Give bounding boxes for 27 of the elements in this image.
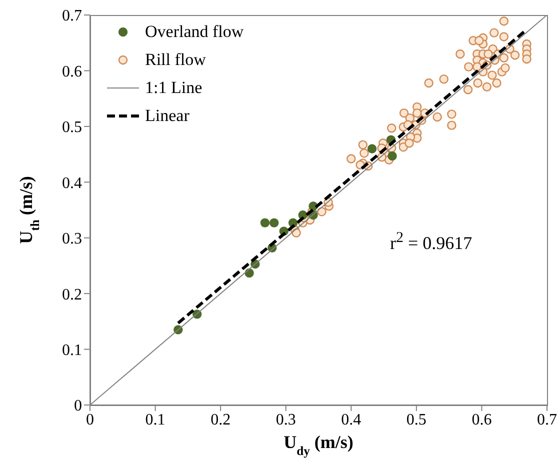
x-tick-label: 0.2	[210, 411, 231, 428]
x-tick-label: 0.6	[472, 411, 492, 428]
y-tick-label: 0.4	[62, 174, 82, 192]
y-tick-label: 0.3	[62, 230, 82, 248]
y-tick-label: 0.1	[62, 342, 82, 359]
y-tick-label: 0.2	[62, 286, 82, 304]
y-tick-label: 0.7	[62, 8, 82, 25]
x-tick-label: 0.1	[145, 411, 166, 428]
x-tick-label: 0.4	[341, 411, 362, 428]
point	[270, 218, 279, 228]
y-tick-label: 0.6	[62, 63, 82, 80]
y-tick-label: 0	[74, 398, 82, 415]
point	[367, 144, 377, 154]
x-tick-label: 0.5	[406, 411, 426, 428]
legend-label: Rill flow	[145, 50, 206, 70]
annotation: r$^{2}$ = 0.9617	[390, 230, 472, 253]
point	[260, 218, 270, 228]
point	[244, 268, 254, 278]
legend-label: Overland flow	[145, 22, 244, 42]
x-tick-label: 0	[86, 411, 94, 428]
x-axis-title: U$_{dy}$ (m/s)	[284, 432, 354, 458]
point	[388, 151, 397, 161]
x-tick-label: 0.3	[276, 411, 296, 428]
x-tick-label: 0.7	[537, 411, 557, 428]
y-tick-label: 0.5	[62, 119, 82, 136]
legend-label: Linear	[145, 106, 190, 126]
legend-label: 1:1 Line	[145, 78, 202, 98]
